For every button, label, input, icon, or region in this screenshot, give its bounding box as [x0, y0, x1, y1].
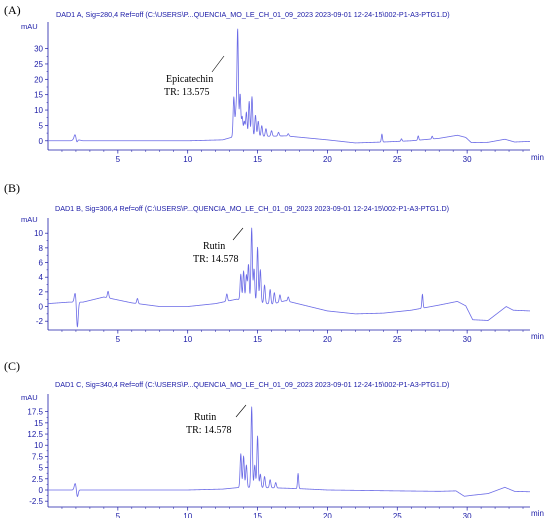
y-tick-label-c: 2.5: [32, 475, 44, 484]
x-tick-label-a: 30: [463, 155, 472, 164]
x-unit-label-b: min: [531, 332, 544, 341]
x-tick-label-a: 5: [116, 155, 121, 164]
panel-c: (C) DAD1 C, Sig=340,4 Ref=off (C:\USERS\…: [4, 359, 544, 518]
y-tick-label-a: 20: [34, 75, 43, 84]
y-tick-label-a: 5: [39, 121, 44, 130]
x-tick-label-c: 5: [116, 512, 121, 518]
y-tick-label-c: 12.5: [27, 430, 43, 439]
x-tick-label-a: 25: [393, 155, 402, 164]
x-tick-label-c: 30: [463, 512, 472, 518]
y-tick-label-c: 17.5: [27, 408, 43, 417]
y-unit-label-c: mAU: [21, 393, 38, 402]
x-tick-label-c: 25: [393, 512, 402, 518]
y-tick-label-c: 15: [34, 419, 43, 428]
panel-label-a: (A): [4, 3, 21, 17]
y-tick-label-b: 8: [39, 244, 44, 253]
x-tick-label-b: 30: [463, 335, 472, 344]
y-tick-label-b: 2: [39, 288, 44, 297]
y-tick-label-b: 0: [39, 303, 44, 312]
chart-title-c: DAD1 C, Sig=340,4 Ref=off (C:\USERS\P...…: [55, 380, 449, 389]
y-tick-label-b: 6: [39, 259, 44, 268]
panel-label-c: (C): [4, 359, 20, 373]
y-tick-label-a: 15: [34, 91, 43, 100]
x-tick-label-a: 15: [253, 155, 262, 164]
annotation-line1-c: Rutin: [194, 412, 216, 423]
x-tick-label-b: 25: [393, 335, 402, 344]
panel-b: (B) DAD1 B, Sig=306,4 Ref=off (C:\USERS\…: [4, 181, 544, 344]
annotation-line2-c: TR: 14.578: [186, 425, 232, 436]
x-tick-label-a: 20: [323, 155, 332, 164]
x-tick-label-c: 20: [323, 512, 332, 518]
chart-title-a: DAD1 A, Sig=280,4 Ref=off (C:\USERS\P...…: [56, 10, 450, 19]
x-tick-label-b: 10: [183, 335, 192, 344]
x-tick-label-b: 20: [323, 335, 332, 344]
annotation-line2-a: TR: 13.575: [164, 87, 210, 98]
annotation-line1-b: Rutin: [203, 241, 225, 252]
annotation-line2-b: TR: 14.578: [193, 254, 239, 265]
annotation-pointer-c: [235, 404, 247, 418]
annotation-line1-a: Epicatechin: [166, 74, 213, 85]
y-unit-label-a: mAU: [21, 22, 38, 31]
y-tick-label-c: 0: [39, 486, 44, 495]
chart-title-b: DAD1 B, Sig=306,4 Ref=off (C:\USERS\P...…: [55, 204, 449, 213]
x-unit-label-a: min: [531, 153, 544, 162]
x-tick-label-a: 10: [183, 155, 192, 164]
annotation-pointer-b: [232, 227, 244, 241]
x-tick-label-c: 10: [183, 512, 192, 518]
annotation-pointer-a: [211, 55, 225, 73]
y-tick-label-c: 5: [39, 464, 44, 473]
y-tick-label-a: 30: [34, 45, 43, 54]
chromatogram-trace-b: [47, 227, 531, 328]
y-tick-label-a: 25: [34, 60, 43, 69]
y-tick-label-c: 7.5: [32, 452, 44, 461]
panel-label-b: (B): [4, 181, 20, 195]
x-tick-label-b: 5: [116, 335, 121, 344]
x-tick-label-c: 15: [253, 512, 262, 518]
chromatogram-trace-c: [47, 406, 531, 497]
x-unit-label-c: min: [531, 509, 544, 518]
panel-a: (A) DAD1 A, Sig=280,4 Ref=off (C:\USERS\…: [4, 3, 544, 164]
chromatogram-trace-a: [47, 28, 531, 144]
y-tick-label-c: 10: [34, 441, 43, 450]
y-tick-label-a: 10: [34, 106, 43, 115]
y-tick-label-b: 10: [34, 229, 43, 238]
y-tick-label-b: -2: [36, 317, 44, 326]
y-tick-label-c: -2.5: [29, 497, 43, 506]
y-tick-label-a: 0: [39, 137, 44, 146]
y-unit-label-b: mAU: [21, 215, 38, 224]
y-tick-label-b: 4: [39, 273, 44, 282]
x-tick-label-b: 15: [253, 335, 262, 344]
